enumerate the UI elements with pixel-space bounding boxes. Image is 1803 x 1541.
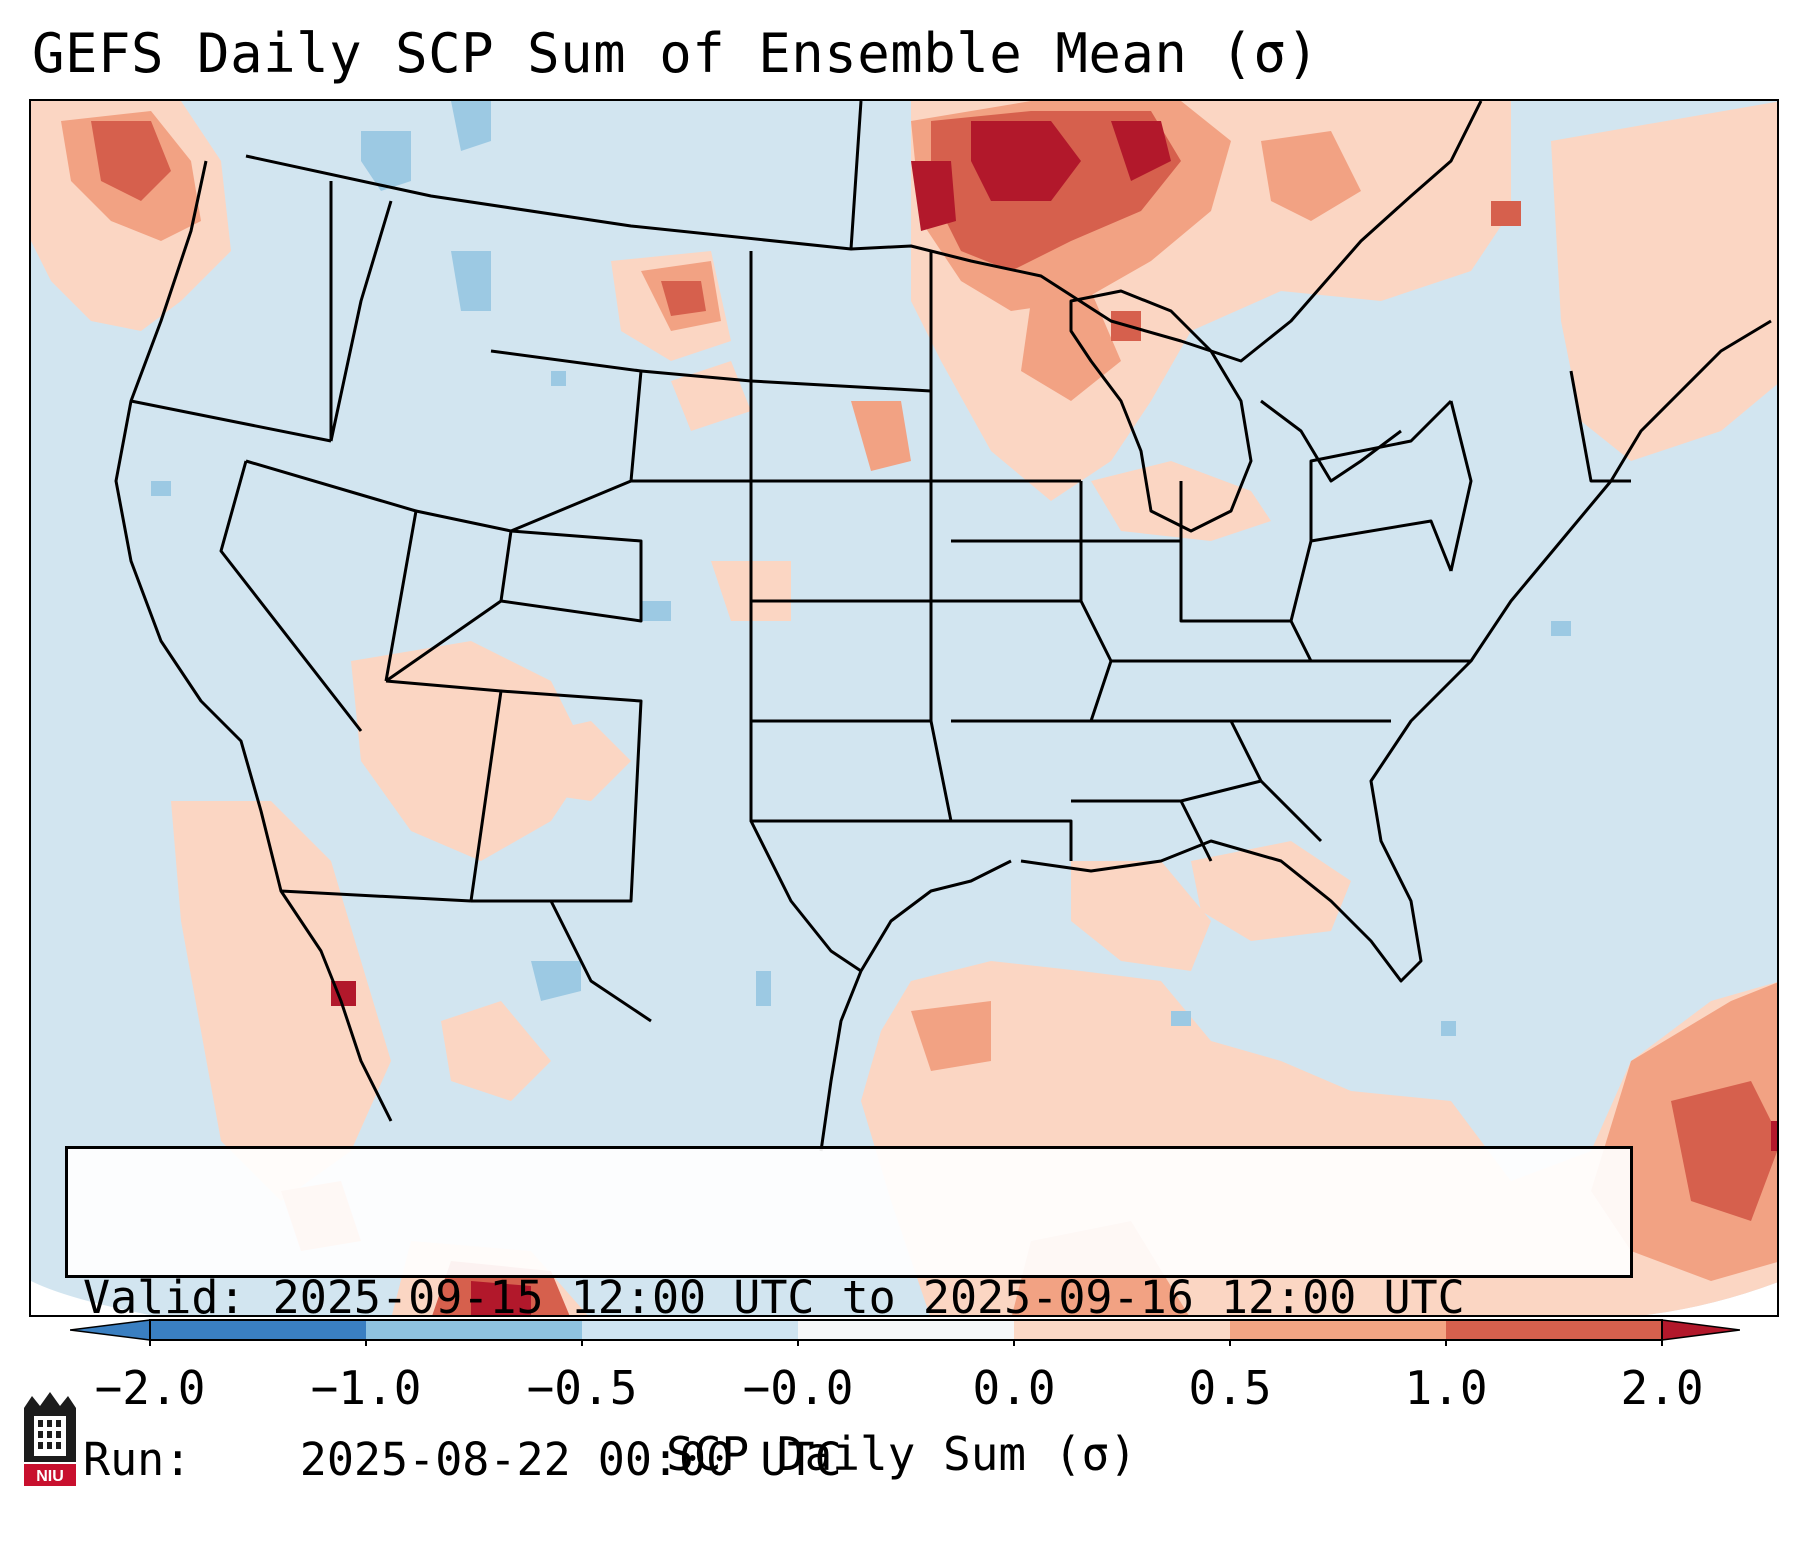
colorbar-tick-label: −0.0 (742, 1361, 854, 1415)
boundaries (114, 101, 1772, 1152)
colorbar (70, 1319, 1740, 1346)
colorbar-bin-5 (1014, 1320, 1230, 1340)
colorbar-bin-1 (150, 1320, 366, 1340)
colorbar-min-extend (70, 1319, 151, 1341)
colorbar-tick-label: 0.0 (972, 1361, 1056, 1415)
colorbar-tick-label: 2.0 (1620, 1361, 1704, 1415)
colorbar-bin-2 (366, 1320, 582, 1340)
colorbar-tick-label: 1.0 (1404, 1361, 1488, 1415)
run-label: Run: (83, 1433, 192, 1486)
colorbar-tick-label: −2.0 (94, 1361, 206, 1415)
valid-label: Valid: (83, 1271, 246, 1324)
anomaly-dark-red (331, 121, 1777, 1315)
valid-value: 2025-09-15 12:00 UTC to 2025-09-16 12:00… (272, 1271, 1465, 1324)
colorbar-ticks (149, 1340, 1663, 1346)
colorbar-bin-3 (582, 1320, 798, 1340)
logo-text: NIU (36, 1468, 64, 1485)
niu-logo: NIU (24, 1392, 76, 1486)
map-panel (29, 99, 1779, 1317)
chart-title: GEFS Daily SCP Sum of Ensemble Mean (σ) (32, 22, 1320, 85)
colorbar-bin-4 (798, 1320, 1014, 1340)
colorbar-tick-label: 0.5 (1188, 1361, 1272, 1415)
colorbar-tick-label: −0.5 (526, 1361, 638, 1415)
run-value: 2025-08-22 00:00 UTC (299, 1433, 842, 1486)
run-line: Run: 2025-08-22 00:00 UTC (83, 1433, 1630, 1487)
colorbar-max-extend (1661, 1319, 1740, 1341)
colorbar-bin-7 (1446, 1320, 1662, 1340)
colorbar-bin-6 (1230, 1320, 1446, 1340)
map-domain (31, 101, 1777, 1315)
map-svg (31, 101, 1777, 1315)
valid-line: Valid: 2025-09-15 12:00 UTC to 2025-09-1… (83, 1271, 1630, 1325)
colorbar-label: SCP Daily Sum (σ) (666, 1427, 1137, 1481)
info-box: Valid: 2025-09-15 12:00 UTC to 2025-09-1… (65, 1146, 1633, 1486)
colorbar-outline (149, 1319, 1663, 1341)
colorbar-tick-label: −1.0 (310, 1361, 422, 1415)
anomaly-light-blue (151, 101, 1571, 1036)
